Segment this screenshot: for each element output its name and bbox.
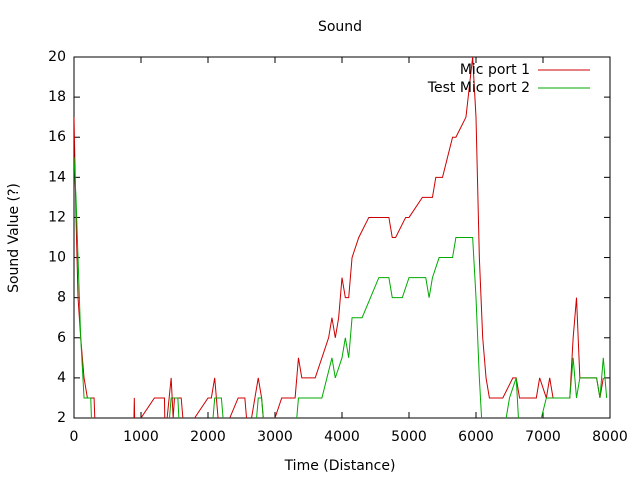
x-tick-label: 5000 <box>391 429 427 445</box>
x-tick-label: 8000 <box>592 429 628 445</box>
y-tick-label: 16 <box>48 129 66 145</box>
y-tick-label: 10 <box>48 250 66 266</box>
y-tick-label: 8 <box>57 290 66 306</box>
x-tick-label: 0 <box>70 429 79 445</box>
y-axis-label: Sound Value (?) <box>6 183 22 293</box>
plot-border <box>73 56 611 419</box>
legend-label: Test Mic port 2 <box>427 80 530 96</box>
x-tick-label: 7000 <box>525 429 561 445</box>
chart-title: Sound <box>318 19 362 35</box>
series-line <box>74 57 604 418</box>
series-line <box>74 157 608 418</box>
y-tick-label: 18 <box>48 89 66 105</box>
y-tick-label: 20 <box>48 49 66 65</box>
y-tick-label: 6 <box>57 330 66 346</box>
legend-label: Mic port 1 <box>460 62 530 78</box>
x-tick-label: 3000 <box>257 429 293 445</box>
y-tick-label: 2 <box>57 410 66 426</box>
x-tick-label: 6000 <box>458 429 494 445</box>
x-tick-label: 4000 <box>324 429 360 445</box>
y-tick-label: 14 <box>48 169 66 185</box>
x-tick-label: 2000 <box>190 429 226 445</box>
x-tick-label: 1000 <box>123 429 159 445</box>
y-tick-label: 4 <box>57 370 66 386</box>
x-axis-label: Time (Distance) <box>284 458 396 474</box>
y-tick-label: 12 <box>48 209 66 225</box>
